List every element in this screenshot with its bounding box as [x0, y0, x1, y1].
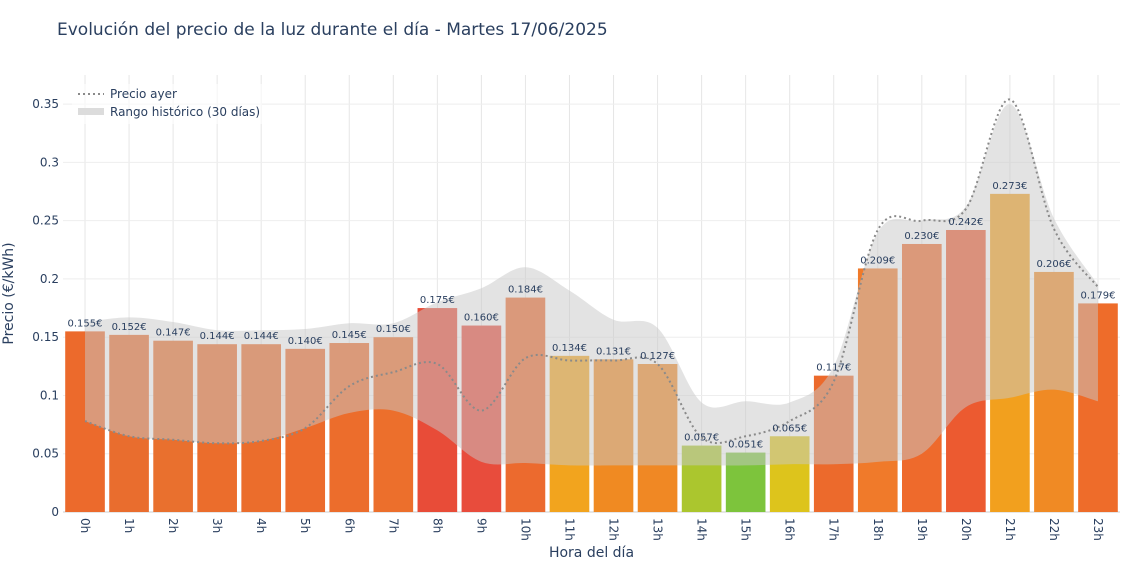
legend-background: [72, 84, 262, 124]
chart-title: Evolución del precio de la luz durante e…: [57, 20, 608, 40]
x-tick-label: 19h: [915, 518, 929, 541]
x-tick-label: 5h: [298, 518, 312, 533]
y-axis-title: Precio (€/kWh): [1, 242, 17, 344]
x-tick-label: 10h: [518, 518, 532, 541]
x-tick-label: 16h: [783, 518, 797, 541]
y-tick-label: 0.1: [40, 388, 59, 402]
bar-value-label: 0.117€: [816, 363, 851, 374]
legend-label-precio-ayer[interactable]: Precio ayer: [110, 87, 177, 101]
bar-value-label: 0.127€: [640, 351, 675, 362]
x-tick-label: 9h: [474, 518, 488, 533]
x-tick-label: 20h: [959, 518, 973, 541]
historical-range-band: [85, 104, 1098, 466]
bar-value-label: 0.144€: [244, 331, 279, 342]
bar-value-label: 0.230€: [904, 231, 939, 242]
bar-value-label: 0.065€: [772, 423, 807, 434]
y-tick-label: 0: [51, 505, 59, 519]
y-tick-label: 0.05: [32, 447, 59, 461]
bar-value-label: 0.179€: [1080, 290, 1115, 301]
x-tick-label: 3h: [210, 518, 224, 533]
bar-value-label: 0.144€: [200, 331, 235, 342]
bar-value-label: 0.131€: [596, 346, 631, 357]
bar-value-label: 0.273€: [992, 181, 1027, 192]
bar-value-label: 0.134€: [552, 343, 587, 354]
x-tick-label: 15h: [739, 518, 753, 541]
bar-value-label: 0.057€: [684, 433, 719, 444]
bar-value-label: 0.209€: [860, 255, 895, 266]
bar-value-label: 0.140€: [288, 336, 323, 347]
x-tick-label: 11h: [562, 518, 576, 541]
bar-value-label: 0.160€: [464, 313, 499, 324]
x-tick-label: 8h: [430, 518, 444, 533]
bar-value-label: 0.155€: [68, 318, 103, 329]
legend-swatch-rango-historico: [78, 108, 104, 115]
x-tick-label: 18h: [871, 518, 885, 541]
x-tick-label: 6h: [342, 518, 356, 533]
x-tick-label: 13h: [651, 518, 665, 541]
y-tick-label: 0.3: [40, 155, 59, 169]
legend-label-rango-historico[interactable]: Rango histórico (30 días): [110, 105, 260, 119]
x-tick-label: 22h: [1047, 518, 1061, 541]
y-tick-label: 0.25: [32, 214, 59, 228]
x-tick-label: 2h: [166, 518, 180, 533]
bar-value-label: 0.175€: [420, 295, 455, 306]
x-tick-label: 17h: [827, 518, 841, 541]
x-tick-label: 21h: [1003, 518, 1017, 541]
x-axis-title: Hora del día: [549, 545, 634, 561]
y-tick-label: 0.35: [32, 97, 59, 111]
bar-value-label: 0.206€: [1036, 259, 1071, 270]
bar-value-label: 0.150€: [376, 324, 411, 335]
x-tick-label: 0h: [78, 518, 92, 533]
y-tick-label: 0.2: [40, 272, 59, 286]
bar-value-label: 0.145€: [332, 330, 367, 341]
x-tick-label: 7h: [386, 518, 400, 533]
bar-value-label: 0.152€: [112, 322, 147, 333]
x-tick-label: 23h: [1091, 518, 1105, 541]
x-tick-label: 1h: [122, 518, 136, 533]
bar-value-label: 0.242€: [948, 217, 983, 228]
bar-value-label: 0.184€: [508, 285, 543, 296]
bar-value-label: 0.051€: [728, 440, 763, 451]
x-tick-label: 14h: [695, 518, 709, 541]
x-tick-label: 12h: [607, 518, 621, 541]
x-tick-label: 4h: [254, 518, 268, 533]
y-tick-label: 0.15: [32, 330, 59, 344]
bar-value-label: 0.147€: [156, 328, 191, 339]
